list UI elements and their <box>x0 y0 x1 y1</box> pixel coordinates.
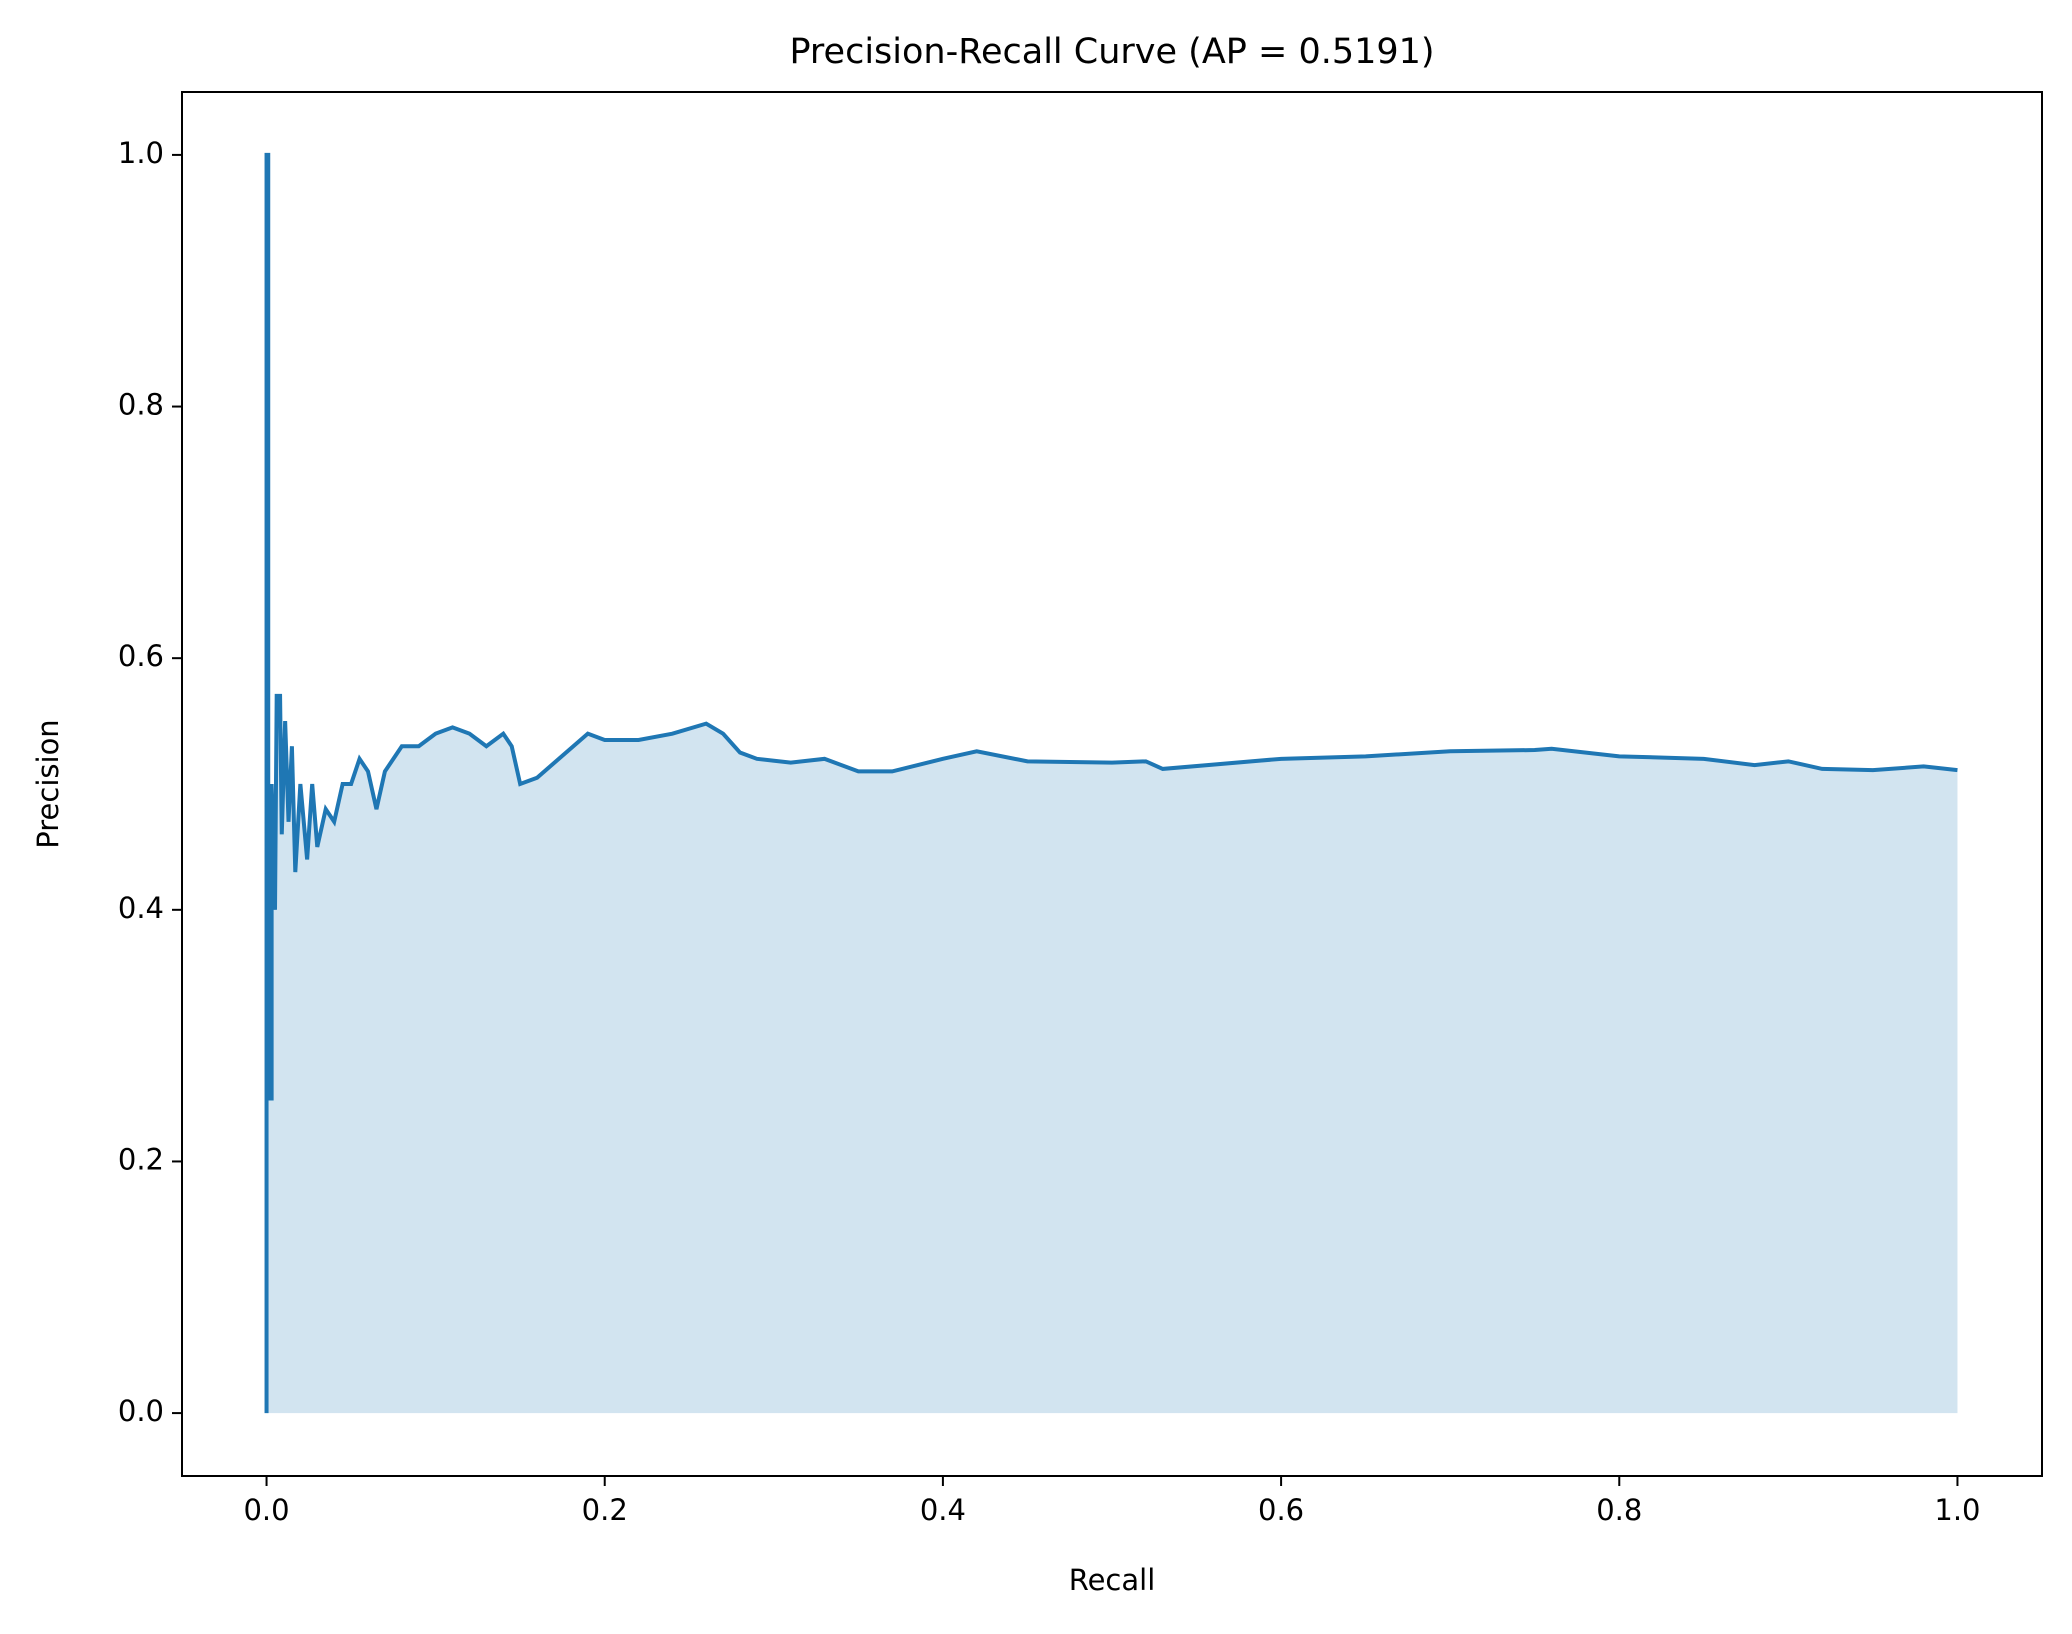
area-fill <box>266 154 1958 1414</box>
x-axis-label: Recall <box>1069 1563 1156 1597</box>
plot-frame <box>181 91 2043 1477</box>
chart-title: Precision-Recall Curve (AP = 0.5191) <box>789 32 1434 72</box>
x-tick-label: 0.4 <box>920 1493 966 1527</box>
y-tick-label: 0.8 <box>118 388 164 422</box>
y-tick-label: 0.0 <box>118 1394 164 1428</box>
x-tick-label: 0.2 <box>582 1493 628 1527</box>
y-axis-label: Precision <box>31 719 65 848</box>
y-tick-label: 0.4 <box>118 891 164 925</box>
x-tick-label: 0.0 <box>243 1493 289 1527</box>
x-tick-label: 1.0 <box>1934 1493 1980 1527</box>
y-tick-label: 0.2 <box>118 1142 164 1176</box>
y-tick-label: 1.0 <box>118 136 164 170</box>
x-tick-label: 0.8 <box>1596 1493 1642 1527</box>
pr-curve <box>264 152 1958 1414</box>
y-tick-label: 0.6 <box>118 639 164 673</box>
x-tick-label: 0.6 <box>1258 1493 1304 1527</box>
